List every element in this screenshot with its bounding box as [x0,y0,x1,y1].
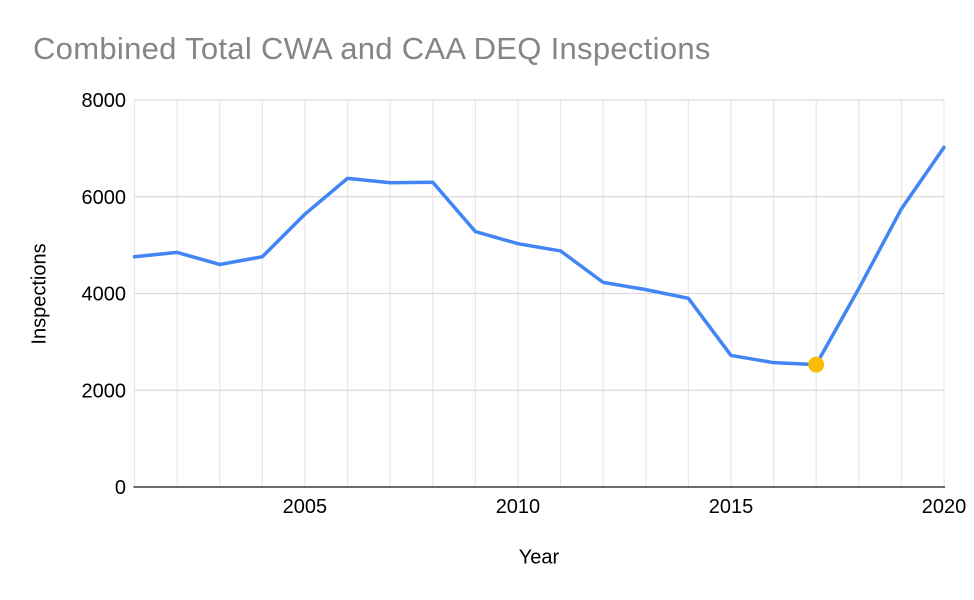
x-tick-label: 2020 [922,496,967,518]
y-tick-label: 4000 [82,284,127,306]
y-tick-label: 2000 [82,380,127,402]
x-axis-title: Year [518,546,560,569]
x-tick-label: 2010 [496,496,541,518]
x-tick-label: 2015 [709,496,754,518]
y-tick-label: 8000 [82,90,127,112]
y-tick-label: 0 [115,477,126,499]
chart-title: Combined Total CWA and CAA DEQ Inspectio… [33,31,711,66]
highlighted-point[interactable] [808,356,825,373]
x-tick-label: 2005 [283,496,328,518]
y-tick-label: 6000 [82,187,127,209]
series-line[interactable] [132,145,946,367]
